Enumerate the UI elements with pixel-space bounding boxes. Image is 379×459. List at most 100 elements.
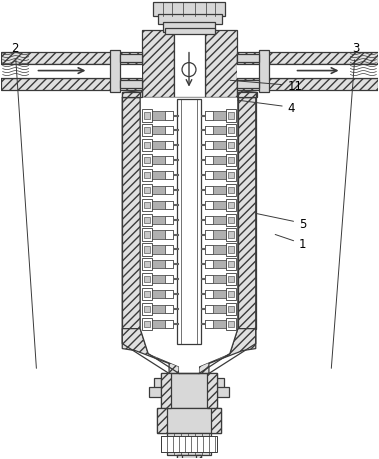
Bar — [165, 157, 173, 165]
Bar — [158, 15, 222, 25]
Bar — [228, 128, 234, 134]
Bar — [228, 232, 234, 238]
Bar — [228, 217, 234, 223]
Bar — [157, 409, 167, 433]
Bar — [144, 306, 150, 313]
Bar — [226, 259, 236, 271]
Bar — [207, 374, 217, 409]
Bar — [205, 261, 213, 269]
Bar — [1, 52, 142, 64]
Bar — [205, 320, 213, 328]
Bar — [228, 321, 234, 327]
Polygon shape — [140, 98, 238, 374]
Bar — [150, 275, 173, 284]
Bar — [150, 157, 173, 165]
Bar — [226, 185, 236, 196]
Bar — [205, 127, 228, 135]
Bar — [142, 274, 152, 285]
Bar — [205, 291, 228, 298]
Bar — [237, 78, 378, 90]
Text: 4: 4 — [238, 101, 295, 114]
Bar — [196, 455, 201, 459]
Bar — [211, 409, 221, 433]
Text: 11: 11 — [230, 80, 303, 93]
Bar — [110, 50, 120, 92]
Bar — [228, 262, 234, 268]
Bar — [205, 261, 228, 269]
Bar — [226, 155, 236, 167]
Bar — [142, 125, 152, 137]
Bar — [226, 229, 236, 241]
Bar — [205, 201, 213, 209]
Bar — [167, 433, 211, 455]
Bar — [205, 186, 213, 195]
Bar — [228, 291, 234, 297]
Bar — [165, 261, 173, 269]
Bar — [144, 187, 150, 194]
Bar — [177, 455, 201, 459]
Bar — [142, 303, 152, 315]
Bar — [177, 100, 201, 344]
Bar — [174, 31, 205, 98]
Bar — [150, 246, 173, 254]
Bar — [205, 142, 228, 150]
Bar — [205, 216, 213, 224]
Bar — [205, 31, 237, 98]
Bar — [144, 321, 150, 327]
Bar — [165, 291, 173, 298]
Bar — [205, 157, 228, 165]
Bar — [259, 50, 269, 92]
Bar — [226, 318, 236, 330]
Bar — [144, 291, 150, 297]
Bar — [144, 128, 150, 134]
Bar — [205, 291, 213, 298]
Bar — [165, 201, 173, 209]
Bar — [144, 247, 150, 253]
Bar — [144, 262, 150, 268]
Bar — [142, 31, 174, 98]
Bar — [226, 110, 236, 123]
Bar — [142, 259, 152, 271]
Bar — [144, 232, 150, 238]
Bar — [165, 172, 173, 180]
Bar — [205, 157, 213, 165]
Bar — [205, 305, 228, 313]
Bar — [142, 288, 152, 301]
Bar — [228, 158, 234, 164]
Bar — [226, 199, 236, 212]
Bar — [142, 214, 152, 226]
Bar — [120, 55, 142, 62]
Bar — [238, 98, 256, 329]
Polygon shape — [122, 329, 179, 375]
Bar — [150, 231, 173, 239]
Bar — [205, 305, 213, 313]
Bar — [165, 112, 173, 120]
Bar — [150, 261, 173, 269]
Bar — [142, 185, 152, 196]
Bar — [228, 306, 234, 313]
Bar — [228, 187, 234, 194]
Bar — [205, 246, 213, 254]
Bar — [228, 143, 234, 149]
Bar — [122, 98, 140, 329]
Bar — [226, 244, 236, 256]
Bar — [226, 274, 236, 285]
Bar — [165, 127, 173, 135]
Bar — [228, 202, 234, 208]
Bar — [165, 216, 173, 224]
Bar — [154, 379, 224, 392]
Bar — [144, 158, 150, 164]
Bar — [226, 214, 236, 226]
Polygon shape — [237, 90, 257, 98]
Bar — [228, 247, 234, 253]
Bar — [226, 303, 236, 315]
Bar — [161, 374, 171, 409]
Bar — [205, 320, 228, 328]
Text: 2: 2 — [11, 42, 36, 369]
Bar — [150, 127, 173, 135]
Bar — [150, 142, 173, 150]
Bar — [226, 169, 236, 182]
Bar — [205, 172, 228, 180]
Circle shape — [182, 63, 196, 78]
Bar — [142, 199, 152, 212]
